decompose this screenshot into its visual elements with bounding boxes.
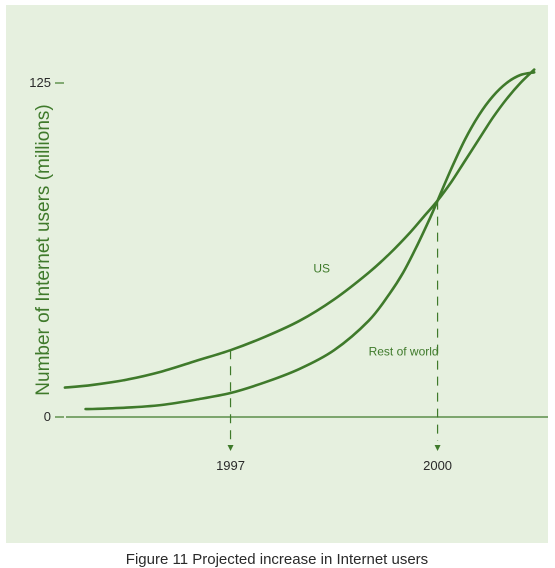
y-tick-label: 125: [29, 75, 51, 90]
annotation-us: US: [313, 262, 330, 276]
figure-caption: Figure 11 Projected increase in Internet…: [125, 551, 429, 568]
y-tick-label: 0: [44, 409, 51, 424]
x-tick-label: 1997: [216, 458, 245, 473]
x-guide-arrow-icon: [434, 445, 441, 451]
figure-panel: 0 125 1997 2000 US Rest of world Number of I…: [6, 5, 548, 568]
line-chart: 0 125 1997 2000 US Rest of world: [29, 68, 548, 473]
series-line-us: [63, 68, 536, 389]
y-axis-label: Number of Internet users (millions): [33, 104, 54, 396]
x-guide-arrow-icon: [227, 445, 234, 451]
series-line-rest-of-world: [84, 71, 536, 411]
annotation-rest-of-world: Rest of world: [369, 345, 439, 359]
x-tick-label: 2000: [423, 458, 452, 473]
